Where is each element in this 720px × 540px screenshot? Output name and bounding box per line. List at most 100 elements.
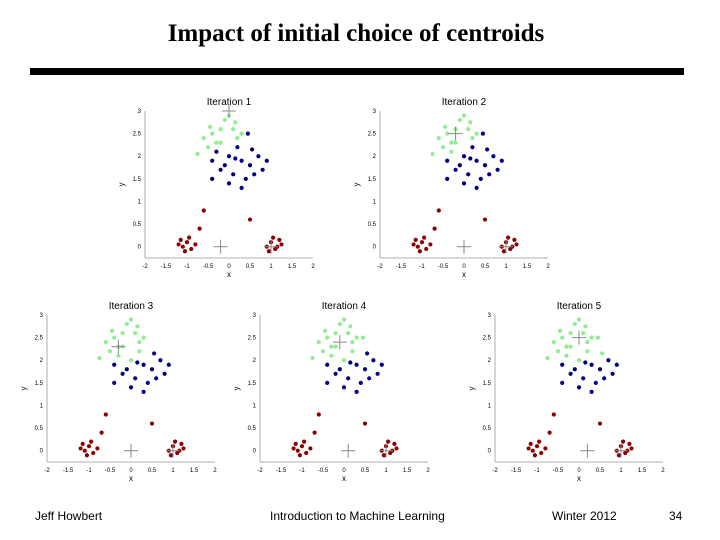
data-point (279, 242, 284, 247)
x-tick-label: 1 (171, 468, 175, 474)
data-point (308, 446, 313, 451)
y-tick-label: 1 (253, 403, 257, 409)
data-point (252, 172, 257, 177)
data-point (445, 158, 450, 163)
data-point (585, 340, 590, 345)
x-tick-label: -0.5 (553, 468, 564, 474)
data-point (189, 246, 194, 252)
centroid-marker (448, 126, 463, 141)
x-tick-label: 2 (213, 468, 217, 474)
data-point (602, 376, 607, 381)
data-point (495, 167, 500, 172)
x-tick-label: 0.5 (481, 264, 490, 270)
data-point (133, 330, 138, 336)
data-point (610, 371, 615, 376)
y-axis-label: y (232, 387, 241, 391)
data-point (449, 140, 454, 145)
slide-title: Impact of initial choice of centroids (167, 20, 545, 47)
data-point (560, 362, 565, 367)
data-point (621, 439, 626, 444)
data-point (470, 145, 475, 150)
centroid-marker (124, 443, 138, 458)
x-tick-label: 0 (577, 468, 581, 474)
data-point (195, 151, 200, 157)
data-point (154, 376, 159, 381)
x-tick-label: -0.5 (438, 264, 449, 270)
data-point (78, 446, 83, 451)
data-point (341, 385, 347, 390)
x-tick-label: 1 (619, 468, 623, 474)
x-tick-label: -2 (44, 468, 50, 474)
y-tick-label: 1.5 (368, 177, 377, 183)
centroid-marker (457, 239, 471, 254)
data-point (482, 163, 488, 168)
y-tick-label: 2.5 (483, 336, 492, 342)
data-point (103, 340, 108, 345)
x-tick-label: -2 (377, 264, 383, 270)
data-point (424, 246, 429, 252)
footer-course: Introduction to Machine Learning (270, 509, 445, 523)
scatter-plot-iteration-4: Iteration 4 -2 -1.5 -1 -0.5 0 0.5 1 1.5 2 0 0.5 1 1.5… (232, 301, 430, 482)
data-point (555, 349, 561, 354)
x-tick-label: 2 (546, 264, 550, 270)
x-axis-label: x (462, 270, 466, 278)
footer-page-number: 34 (669, 509, 683, 523)
x-tick-label: -1 (534, 468, 540, 474)
data-point (162, 371, 167, 376)
centroid-marker (499, 239, 513, 254)
data-point (231, 126, 236, 132)
data-point (354, 335, 359, 340)
x-tick-label: 1.5 (638, 468, 647, 474)
data-point (176, 242, 181, 247)
data-point (581, 376, 586, 381)
data-point (547, 430, 552, 435)
centroid-marker (332, 335, 347, 350)
data-point (141, 389, 146, 394)
data-point (266, 249, 271, 254)
x-tick-label: 1.5 (288, 264, 297, 270)
data-point (178, 237, 183, 243)
data-point (560, 335, 565, 340)
data-point (485, 147, 490, 152)
x-tick-label: -1 (299, 468, 305, 474)
y-tick-label: 0.5 (483, 426, 492, 432)
data-point (295, 448, 300, 453)
data-point (445, 131, 450, 136)
data-point (415, 244, 420, 249)
data-point (333, 371, 338, 376)
data-point (585, 349, 590, 354)
data-point (124, 321, 129, 327)
data-point (381, 453, 386, 458)
data-point (360, 335, 365, 340)
data-point (210, 176, 215, 181)
data-point (149, 367, 155, 372)
data-point (466, 126, 471, 132)
x-tick-label: -1 (419, 264, 425, 270)
y-tick-label: 2 (253, 358, 257, 364)
data-point (235, 145, 240, 150)
data-point (103, 412, 108, 417)
centroid-marker (379, 443, 393, 458)
chart-title: Iteration 2 (442, 97, 487, 108)
data-point (137, 340, 142, 345)
data-point (239, 158, 244, 163)
y-tick-label: 1.5 (35, 381, 44, 387)
data-point (379, 362, 384, 367)
data-point (346, 376, 351, 381)
data-point (526, 446, 531, 451)
y-tick-label: 0 (488, 449, 492, 455)
data-point (231, 172, 236, 177)
data-point (576, 385, 582, 390)
data-point (436, 208, 441, 213)
data-point (606, 358, 611, 363)
data-point (568, 344, 573, 349)
data-point (466, 172, 471, 177)
data-point (470, 136, 475, 141)
data-point (239, 185, 244, 190)
y-tick-label: 3 (138, 109, 142, 115)
data-point (589, 389, 594, 394)
data-point (128, 317, 134, 322)
data-point (168, 453, 173, 458)
data-point (141, 362, 146, 367)
scatter-plot-iteration-5: Iteration 5 -2 -1.5 -1 -0.5 0 0.5 1 1.5 2 0 0.5 1 1.5… (467, 301, 665, 482)
